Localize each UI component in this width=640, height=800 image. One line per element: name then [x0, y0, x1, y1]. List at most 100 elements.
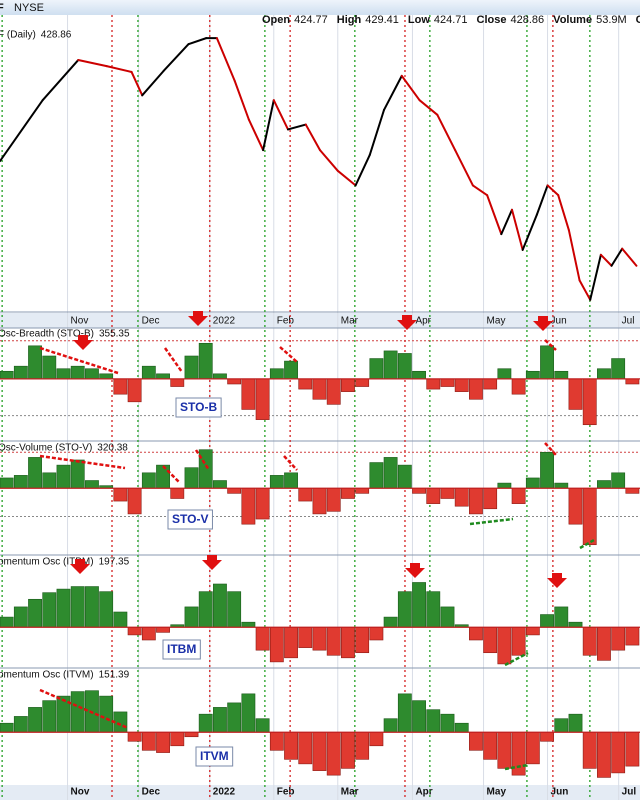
- bar: [170, 731, 185, 747]
- price-segment: [77, 59, 108, 68]
- bar: [170, 378, 185, 387]
- grid-layer: Nov Nov Dec Dec 2022 2022 Feb Feb Mar Mar Apr Apr Ma…: [0, 15, 640, 800]
- bar: [483, 378, 498, 390]
- bar: [440, 606, 455, 628]
- trend-line: [504, 651, 529, 667]
- bar: [198, 449, 213, 489]
- bar: [397, 693, 412, 733]
- bar: [369, 731, 384, 747]
- bar: [597, 480, 611, 489]
- bar: [597, 626, 611, 661]
- bar: [383, 616, 398, 628]
- bar: [227, 378, 242, 385]
- price-segment: [567, 229, 581, 282]
- trend-line: [544, 339, 557, 351]
- bar: [113, 378, 128, 395]
- bar: [85, 480, 99, 489]
- panel-title: F (Daily): [0, 30, 36, 41]
- quote-label: High: [337, 14, 362, 26]
- trend-line: [39, 346, 119, 375]
- bar: [554, 370, 569, 380]
- trend-lines: [469, 517, 595, 771]
- bar: [156, 731, 170, 753]
- bar: [255, 487, 270, 520]
- bar: [355, 626, 370, 654]
- price-segment: [304, 123, 321, 152]
- bar: [184, 355, 199, 380]
- bar: [298, 378, 313, 390]
- bar: [582, 378, 597, 426]
- trend-line: [39, 688, 129, 730]
- bar: [383, 718, 398, 733]
- bar: [625, 378, 640, 385]
- price-segment: [130, 70, 144, 97]
- bar: [56, 588, 71, 628]
- bar: [13, 475, 28, 489]
- panel-value: 151.39: [99, 670, 130, 681]
- arrow: [533, 316, 553, 331]
- bar: [198, 591, 213, 628]
- price-segment: [535, 184, 549, 216]
- bar: [170, 487, 185, 499]
- marks-layer: F (Daily) 428.86 Osc-Breadth (STO-B) 355.35…: [0, 30, 640, 778]
- bar: [341, 378, 355, 392]
- bar: [554, 718, 569, 733]
- bar: [213, 583, 227, 628]
- bar: [0, 370, 14, 380]
- price-segment: [599, 253, 613, 267]
- bar: [0, 722, 14, 733]
- price-segment: [383, 74, 403, 111]
- bar: [70, 365, 85, 380]
- price-segment: [589, 253, 602, 301]
- bar: [540, 345, 554, 380]
- panel-value: 320.38: [97, 443, 128, 454]
- trend-line: [504, 763, 529, 771]
- bar: [227, 487, 242, 494]
- bar: [326, 626, 341, 656]
- x-tick-label: Feb: [277, 316, 295, 327]
- panel-title: Osc-Breadth (STO-B): [0, 329, 94, 340]
- price-segment: [521, 213, 538, 251]
- axis-band: [0, 785, 640, 800]
- x-tick-label: Nov: [71, 787, 90, 798]
- bar: [298, 487, 313, 502]
- trend-lines: [39, 339, 557, 730]
- bar: [497, 482, 512, 489]
- bar: [198, 342, 213, 380]
- bar: [127, 731, 142, 742]
- bar: [13, 716, 28, 733]
- x-tick-label: Jul: [622, 787, 637, 798]
- quote-label: Close: [477, 14, 507, 26]
- bar: [568, 487, 583, 525]
- price-segment: [187, 37, 208, 46]
- bar: [184, 731, 199, 738]
- arrow: [202, 555, 222, 570]
- bar: [312, 378, 327, 400]
- quote-label: Open: [262, 14, 290, 26]
- bar: [525, 370, 540, 380]
- bar: [284, 731, 298, 760]
- bar: [483, 626, 498, 654]
- bar: [184, 467, 199, 489]
- arrow: [70, 559, 90, 574]
- bar: [113, 487, 128, 502]
- bar: [525, 626, 540, 636]
- bar: [255, 718, 270, 733]
- price-segment: [578, 279, 592, 301]
- bar: [127, 378, 142, 403]
- header-bar: [0, 0, 640, 15]
- bar: [625, 731, 640, 767]
- bar: [483, 487, 498, 510]
- price-segment: [368, 108, 385, 156]
- bar: [13, 606, 28, 628]
- bar: [611, 358, 626, 380]
- arrow: [73, 335, 93, 350]
- price-segment: [262, 99, 275, 152]
- bar: [113, 711, 128, 733]
- trend-line: [279, 346, 298, 363]
- bar: [184, 606, 199, 628]
- bar: [141, 365, 156, 380]
- bar: [99, 373, 114, 380]
- bar: [326, 487, 341, 512]
- bar: [369, 358, 384, 380]
